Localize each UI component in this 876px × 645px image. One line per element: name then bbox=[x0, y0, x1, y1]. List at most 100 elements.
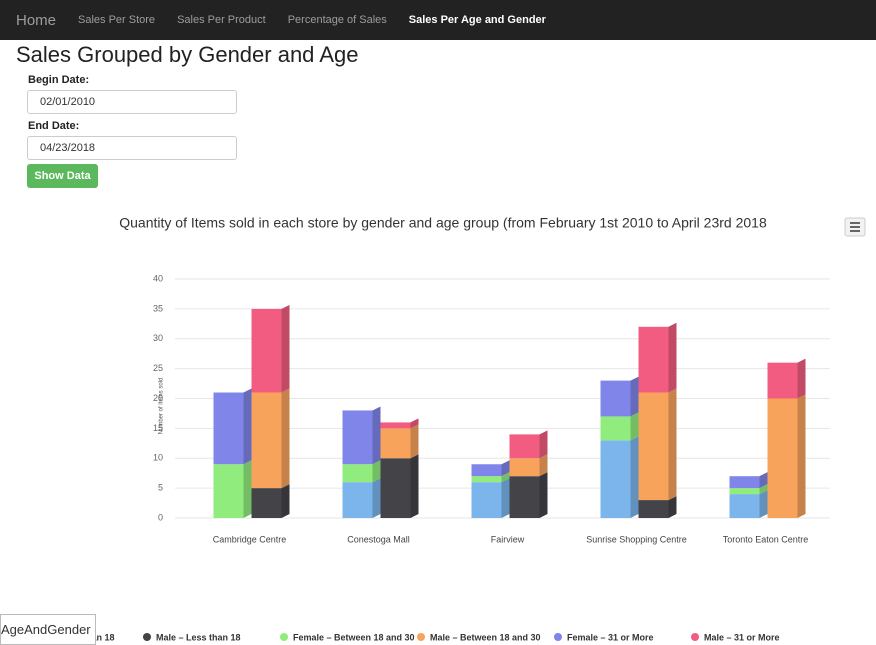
nav-link[interactable]: Sales Per Store bbox=[78, 14, 156, 26]
bar bbox=[342, 482, 373, 518]
bar-top bbox=[638, 322, 677, 327]
y-tick-label: 10 bbox=[153, 453, 163, 463]
legend-marker bbox=[691, 633, 699, 641]
bar bbox=[600, 380, 631, 417]
bar-top bbox=[729, 472, 768, 477]
show-button[interactable]: Show Data bbox=[27, 164, 98, 188]
bar-side bbox=[668, 322, 677, 393]
y-tick-label: 30 bbox=[153, 333, 163, 343]
bar bbox=[213, 392, 244, 465]
menu-icon[interactable] bbox=[850, 222, 860, 232]
bar-side bbox=[281, 484, 290, 518]
bar-side bbox=[668, 388, 677, 501]
legend-marker bbox=[143, 633, 151, 641]
bar-side bbox=[759, 490, 768, 518]
bar bbox=[767, 398, 798, 518]
x-tick-label: Cambridge Centre bbox=[213, 534, 287, 544]
bar bbox=[729, 476, 760, 489]
bar-top bbox=[767, 358, 806, 363]
y-tick-label: 5 bbox=[158, 483, 163, 493]
bar bbox=[380, 458, 411, 518]
x-tick-label: Sunrise Shopping Centre bbox=[586, 534, 687, 544]
x-tick-label: Conestoga Mall bbox=[347, 534, 410, 544]
y-tick-label: 40 bbox=[153, 273, 163, 283]
bar-side bbox=[539, 454, 548, 477]
date-input[interactable]: 02/01/2010 bbox=[27, 90, 237, 114]
y-tick-label: 35 bbox=[153, 303, 163, 313]
bar-side bbox=[410, 418, 419, 429]
y-tick-label: 25 bbox=[153, 363, 163, 373]
bar-side bbox=[372, 406, 381, 465]
nav-brand[interactable]: Home bbox=[16, 11, 57, 29]
bar-top bbox=[251, 304, 290, 309]
bar-side bbox=[630, 376, 639, 417]
legend-marker bbox=[280, 633, 288, 641]
y-axis-title: Number of items sold bbox=[159, 378, 165, 435]
x-tick-label: Fairview bbox=[491, 534, 525, 544]
bar bbox=[638, 326, 669, 393]
legend-marker bbox=[417, 633, 425, 641]
date-input[interactable]: 04/23/2018 bbox=[27, 136, 237, 160]
bar-side bbox=[501, 478, 510, 518]
navbar: Home Sales Per Store Sales Per Product P… bbox=[0, 0, 876, 40]
bar-top bbox=[471, 460, 510, 465]
bar bbox=[471, 464, 502, 477]
bar bbox=[342, 464, 373, 483]
bar bbox=[251, 392, 282, 489]
chart-title: Quantity of Items sold in each store by … bbox=[119, 215, 767, 231]
bar-side bbox=[630, 412, 639, 441]
legend-marker bbox=[554, 633, 562, 641]
legend-label: Male – 31 or More bbox=[704, 632, 780, 642]
bar bbox=[471, 482, 502, 518]
bar bbox=[600, 440, 631, 518]
bar bbox=[213, 464, 244, 518]
label: Begin Date: bbox=[28, 74, 90, 86]
bar bbox=[767, 362, 798, 399]
bar-top bbox=[213, 388, 252, 393]
bar bbox=[251, 308, 282, 393]
bar-side bbox=[797, 358, 806, 399]
bar bbox=[342, 410, 373, 465]
bar-side bbox=[372, 478, 381, 518]
bar-top bbox=[342, 406, 381, 411]
y-tick-label: 15 bbox=[153, 423, 163, 433]
bar-side bbox=[281, 388, 290, 489]
bar-side bbox=[759, 472, 768, 489]
bar bbox=[509, 458, 540, 477]
bar-side bbox=[539, 430, 548, 459]
bar bbox=[509, 476, 540, 518]
bar bbox=[380, 422, 411, 429]
bar-side bbox=[501, 472, 510, 483]
nav-link[interactable]: Percentage of Sales bbox=[287, 14, 387, 26]
bar-top bbox=[509, 430, 548, 435]
nav-link[interactable]: Sales Per Age and Gender bbox=[408, 14, 546, 26]
x-tick-label: Toronto Eaton Centre bbox=[723, 534, 809, 544]
bar-top bbox=[600, 376, 639, 381]
chart: Quantity of Items sold in each store by … bbox=[6, 215, 866, 642]
bar bbox=[729, 494, 760, 518]
bar-side bbox=[797, 394, 806, 518]
bar-side bbox=[668, 496, 677, 518]
bar-side bbox=[243, 460, 252, 518]
legend-label: Female – 31 or More bbox=[567, 632, 654, 642]
bar-side bbox=[630, 436, 639, 518]
bar bbox=[638, 392, 669, 501]
bar-side bbox=[372, 460, 381, 483]
nav-link[interactable]: Sales Per Product bbox=[177, 14, 266, 26]
label: End Date: bbox=[28, 120, 80, 132]
menu-button[interactable] bbox=[844, 217, 866, 237]
bar-side bbox=[410, 454, 419, 518]
bar bbox=[600, 416, 631, 441]
bar-side bbox=[501, 460, 510, 477]
legend-label: Female – Between 18 and 30 bbox=[293, 632, 415, 642]
legend-label: Male – Between 18 and 30 bbox=[430, 632, 541, 642]
bar-side bbox=[243, 388, 252, 465]
bar bbox=[471, 476, 502, 483]
y-tick-label: 20 bbox=[153, 393, 163, 403]
footer-tab[interactable]: AgeAndGender bbox=[0, 614, 96, 645]
y-tick-label: 0 bbox=[158, 512, 163, 522]
page-title: Sales Grouped by Gender and Age bbox=[16, 42, 359, 67]
bar bbox=[638, 500, 669, 518]
bar-side bbox=[281, 304, 290, 393]
